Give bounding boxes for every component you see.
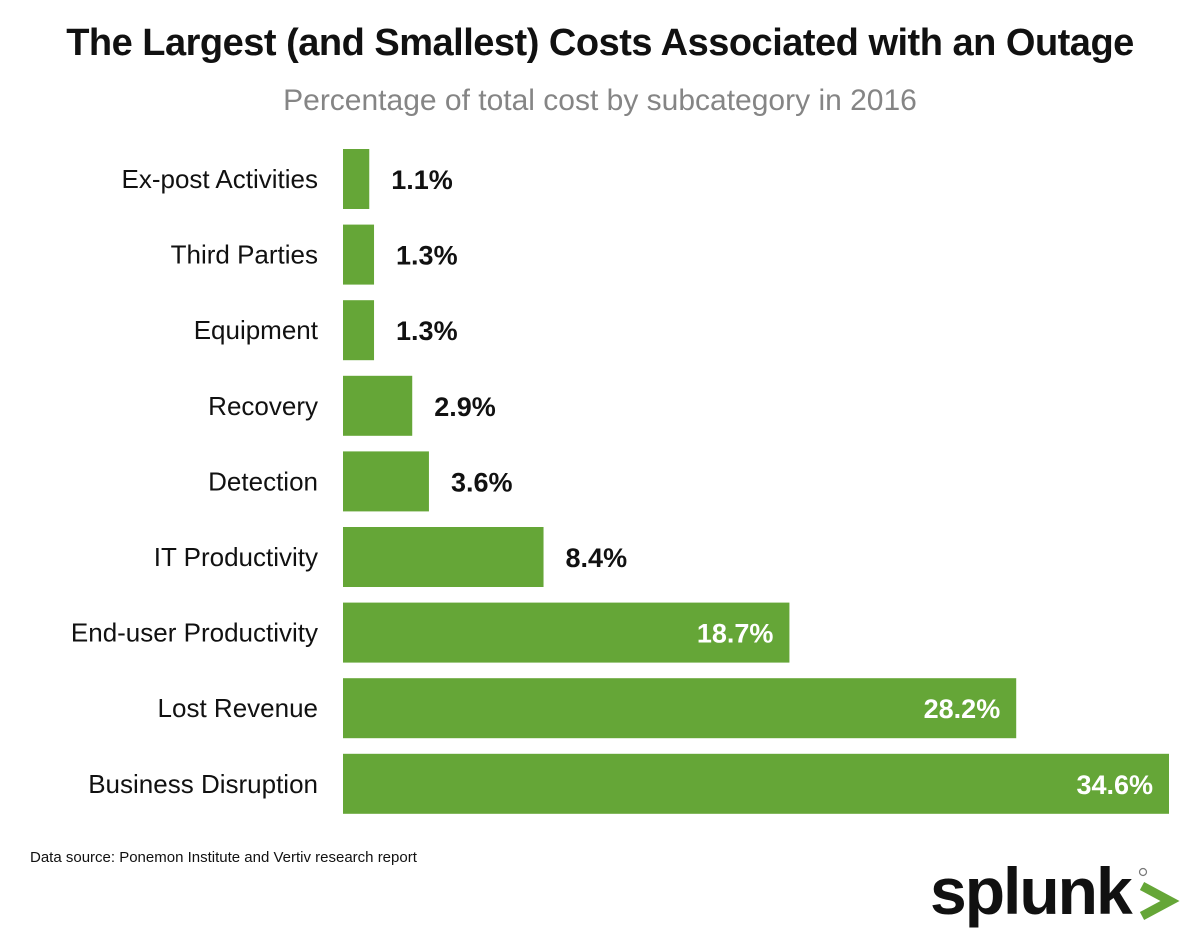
data-label: 1.1% [391, 165, 453, 195]
data-label: 1.3% [396, 316, 458, 346]
category-label: Equipment [194, 315, 319, 345]
data-label: 1.3% [396, 241, 458, 271]
bar-equipment [343, 300, 375, 361]
chart-subtitle: Percentage of total cost by subcategory … [283, 84, 917, 117]
bar-detection [343, 451, 429, 512]
category-label: Lost Revenue [158, 693, 318, 723]
chart-title: The Largest (and Smallest) Costs Associa… [66, 22, 1134, 64]
data-source-note: Data source: Ponemon Institute and Verti… [30, 849, 417, 866]
data-label: 3.6% [451, 467, 513, 497]
bar-recovery [343, 375, 413, 436]
data-label: 8.4% [566, 543, 628, 573]
bar-it-productivity [343, 527, 544, 587]
bar-business-disruption [343, 753, 1169, 814]
data-label: 34.6% [1076, 770, 1153, 800]
data-label: 2.9% [434, 392, 496, 422]
data-label: 18.7% [697, 619, 774, 649]
splunk-logo: splunk [930, 854, 1180, 928]
bar-third-parties [343, 224, 375, 285]
bar-lost-revenue [343, 678, 1017, 739]
data-label: 28.2% [924, 694, 1001, 724]
category-label: IT Productivity [154, 542, 318, 572]
category-label: Third Parties [171, 240, 318, 270]
category-label: End-user Productivity [71, 618, 318, 648]
category-label: Recovery [208, 391, 318, 421]
bar-end-user-productivity [343, 602, 790, 663]
svg-text:splunk: splunk [930, 854, 1133, 928]
category-label: Ex-post Activities [121, 164, 318, 194]
category-label: Business Disruption [88, 769, 318, 799]
bar-ex-post-activities [343, 149, 370, 209]
category-label: Detection [208, 466, 318, 496]
